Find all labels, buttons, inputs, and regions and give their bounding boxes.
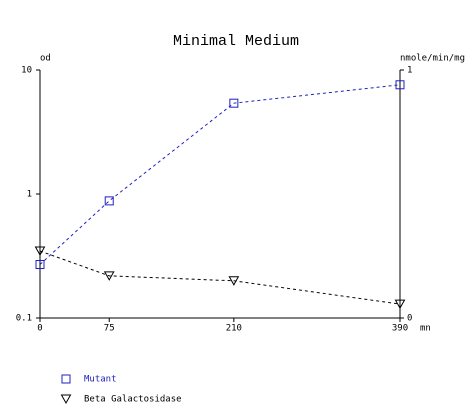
- marker: [34, 246, 46, 257]
- marker: [103, 271, 115, 281]
- marker: [228, 276, 240, 286]
- x-tick-label: 210: [226, 324, 242, 334]
- legend-label: Beta Galactosidase: [84, 395, 182, 405]
- y-axis-label: od: [40, 54, 51, 64]
- y-tick-label: 1: [27, 190, 32, 200]
- y2-axis-label: nmole/min/mg: [400, 54, 465, 64]
- marker: [394, 299, 406, 310]
- x-tick-label: 390: [392, 324, 408, 334]
- y2-tick-label: 1: [407, 66, 412, 76]
- marker: [35, 260, 45, 270]
- series-line: [39, 250, 401, 305]
- x-tick-label: 75: [104, 324, 115, 334]
- y2-tick-label: 0: [407, 314, 412, 324]
- series-line: [39, 84, 401, 265]
- x-axis-label: mn: [420, 324, 431, 334]
- marker: [395, 80, 405, 90]
- legend-marker: [60, 394, 72, 405]
- legend-marker: [61, 374, 71, 384]
- legend-label: Mutant: [84, 375, 117, 385]
- chart-title: Minimal Medium: [173, 33, 299, 50]
- y-tick-label: 0.1: [16, 314, 32, 324]
- y-tick-label: 10: [21, 66, 32, 76]
- marker: [229, 98, 239, 108]
- marker: [104, 196, 114, 206]
- x-tick-label: 0: [37, 324, 42, 334]
